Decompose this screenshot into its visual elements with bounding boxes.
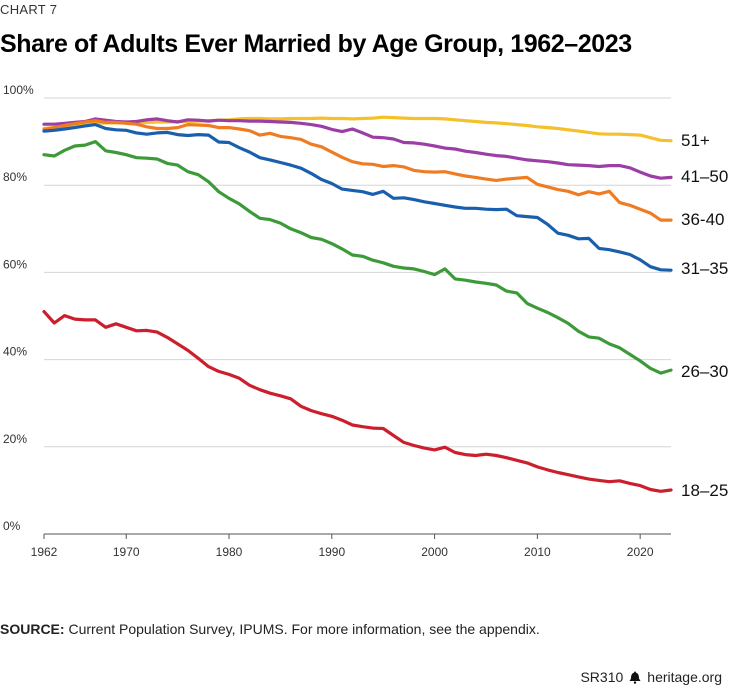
- series-line: [42, 119, 673, 222]
- x-tick-label: 2000: [421, 545, 448, 559]
- series-label: 18–25: [681, 481, 728, 500]
- chart-kicker: CHART 7: [0, 2, 58, 17]
- y-tick-label: 60%: [3, 257, 27, 271]
- x-tick-label: 1970: [113, 545, 140, 559]
- x-tick-label: 1990: [318, 545, 345, 559]
- series-line: [42, 115, 673, 143]
- y-tick-label: 80%: [3, 170, 27, 184]
- x-tick-label: 2010: [524, 545, 551, 559]
- y-tick-label: 0%: [3, 519, 21, 533]
- source-label: SOURCE:: [0, 621, 65, 637]
- series-lines: [42, 115, 673, 493]
- axes: 0% 20% 40% 60% 80% 100% 1962 1970 1980 1990 2000 20…: [3, 83, 671, 559]
- site-link[interactable]: heritage.org: [647, 669, 722, 685]
- report-id: SR310: [580, 669, 624, 685]
- series-line: [42, 117, 673, 180]
- footer: SR310 heritage.org: [580, 669, 722, 685]
- series-label: 26–30: [681, 362, 728, 381]
- source-text: Current Population Survey, IPUMS. For mo…: [68, 621, 540, 637]
- gridlines: [44, 97, 671, 448]
- series-label: 31–35: [681, 259, 728, 278]
- series-labels: 51+ 41–50 36-40 31–35 26–30 18–25: [681, 131, 728, 500]
- chart-title: Share of Adults Ever Married by Age Grou…: [0, 30, 632, 58]
- source-note: SOURCE: Current Population Survey, IPUMS…: [0, 621, 540, 637]
- series-label: 51+: [681, 131, 710, 150]
- chart-svg: 0% 20% 40% 60% 80% 100% 1962 1970 1980 1990 2000 20…: [3, 83, 728, 559]
- x-tick-label: 1962: [31, 545, 58, 559]
- y-tick-label: 40%: [3, 345, 27, 359]
- x-tick-label: 2020: [627, 545, 654, 559]
- liberty-bell-icon: [629, 671, 641, 684]
- x-tick-label: 1980: [216, 545, 243, 559]
- series-label: 41–50: [681, 167, 728, 186]
- y-tick-label: 20%: [3, 432, 27, 446]
- series-label: 36-40: [681, 210, 724, 229]
- series-line: [42, 122, 673, 272]
- series-line: [42, 310, 673, 493]
- y-tick-label: 100%: [3, 83, 34, 97]
- series-line: [42, 140, 673, 375]
